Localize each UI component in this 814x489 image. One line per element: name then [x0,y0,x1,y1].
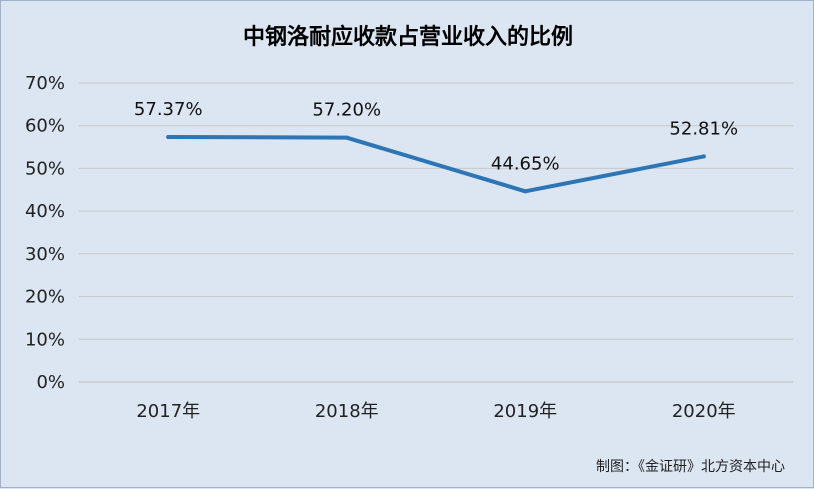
x-tick-label: 2020年 [672,401,736,422]
y-axis-ticks: 0% 10% 20% 30% 40% 50% 60% 70% [25,73,65,393]
y-tick-label: 20% [25,287,65,308]
data-point [701,154,706,159]
y-tick-label: 10% [25,329,65,350]
series-line-path [166,134,706,194]
series-line [166,134,706,194]
y-tick-label: 60% [25,116,65,137]
y-tick-label: 50% [25,158,65,179]
data-label: 44.65% [491,153,560,174]
data-point [523,189,528,194]
y-tick-label: 30% [25,244,65,265]
data-label: 57.20% [312,100,381,121]
data-labels: 57.37% 57.20% 44.65% 52.81% [134,99,738,174]
y-tick-label: 70% [25,73,65,94]
data-point [344,135,349,140]
x-tick-label: 2019年 [493,401,557,422]
gridlines [79,82,793,383]
source-note: 制图：《金证研》北方资本中心 [596,459,785,475]
data-point [166,134,171,139]
y-tick-label: 0% [36,372,65,393]
x-tick-label: 2017年 [136,401,200,422]
chart-title: 中钢洛耐应收款占营业收入的比例 [242,25,573,50]
data-label: 57.37% [134,99,203,120]
x-tick-label: 2018年 [315,401,379,422]
data-label: 52.81% [669,118,738,139]
y-tick-label: 40% [25,201,65,222]
x-axis-ticks: 2017年 2018年 2019年 2020年 [136,401,735,422]
